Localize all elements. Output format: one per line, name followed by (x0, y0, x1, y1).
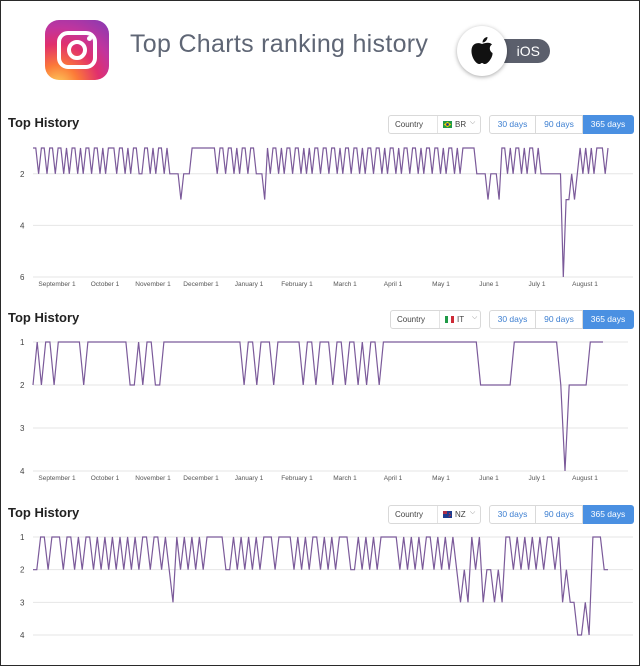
chevron-down-icon: ⌵ (470, 509, 476, 516)
range-365-days-button[interactable]: 365 days (583, 310, 634, 329)
country-select[interactable]: Country IT ⌵ (390, 310, 481, 329)
range-selector: 30 days 90 days 365 days (489, 310, 634, 329)
chevron-down-icon: ⌵ (472, 314, 478, 321)
range-30-days-button[interactable]: 30 days (489, 310, 536, 329)
y-tick-label: 1 (20, 533, 25, 542)
country-label: Country (395, 120, 424, 129)
x-tick-label: November 1 (135, 281, 171, 288)
range-selector: 30 days 90 days 365 days (489, 505, 634, 524)
range-selector: 30 days 90 days 365 days (489, 115, 634, 134)
x-tick-label: December 1 (183, 281, 219, 288)
apple-icon (457, 26, 507, 76)
platform-label: iOS (516, 43, 540, 59)
x-tick-label: August 1 (572, 475, 598, 482)
x-tick-label: July 1 (529, 475, 546, 482)
country-select[interactable]: Country NZ ⌵ (388, 505, 481, 524)
country-code: BR (455, 120, 467, 129)
x-tick-label: March 1 (333, 281, 357, 288)
y-tick-label: 3 (20, 424, 25, 433)
flag-it-icon (445, 316, 454, 323)
page-header: Top Charts ranking history iOS (0, 0, 640, 100)
y-tick-label: 1 (20, 338, 25, 347)
x-tick-label: August 1 (572, 281, 598, 288)
range-90-days-button[interactable]: 90 days (536, 505, 583, 524)
x-tick-label: June 1 (479, 281, 499, 288)
ranking-chart-br: 2 4 6 September 1 October 1 November 1 Decembe… (20, 147, 633, 288)
y-tick-label: 2 (20, 170, 25, 179)
y-tick-label: 6 (20, 273, 25, 282)
series-line (33, 536, 608, 636)
y-tick-label: 4 (20, 631, 25, 640)
series-line (33, 147, 609, 278)
page-title: Top Charts ranking history (130, 30, 429, 58)
x-tick-label: October 1 (91, 475, 120, 482)
x-tick-label: May 1 (432, 281, 450, 288)
country-label: Country (395, 510, 424, 519)
ranking-chart-nz: 1 2 3 4 (20, 533, 633, 640)
country-select[interactable]: Country BR ⌵ (388, 115, 481, 134)
x-tick-label: April 1 (384, 281, 403, 288)
range-365-days-button[interactable]: 365 days (583, 115, 634, 134)
country-code: NZ (455, 510, 466, 519)
x-tick-label: May 1 (432, 475, 450, 482)
country-label: Country (397, 315, 426, 324)
range-30-days-button[interactable]: 30 days (489, 115, 536, 134)
x-tick-label: April 1 (384, 475, 403, 482)
platform-badge: iOS (457, 26, 557, 76)
x-tick-label: November 1 (135, 475, 171, 482)
x-tick-label: June 1 (479, 475, 499, 482)
x-tick-label: October 1 (91, 281, 120, 288)
x-tick-label: September 1 (38, 281, 76, 288)
y-tick-label: 4 (20, 221, 25, 230)
y-tick-label: 3 (20, 598, 25, 607)
flag-nz-icon (443, 511, 452, 518)
x-tick-label: February 1 (281, 281, 313, 288)
country-code: IT (457, 315, 465, 324)
y-tick-label: 4 (20, 467, 25, 476)
panel-title: Top History (8, 115, 80, 130)
flag-br-icon (443, 121, 452, 128)
range-30-days-button[interactable]: 30 days (489, 505, 536, 524)
x-tick-label: September 1 (38, 475, 76, 482)
x-tick-label: January 1 (235, 475, 264, 482)
x-tick-label: January 1 (235, 281, 264, 288)
range-365-days-button[interactable]: 365 days (583, 505, 634, 524)
panel-title: Top History (8, 505, 80, 520)
y-tick-label: 2 (20, 566, 25, 575)
y-tick-label: 2 (20, 381, 25, 390)
range-90-days-button[interactable]: 90 days (536, 115, 583, 134)
x-tick-label: February 1 (281, 475, 313, 482)
panel-title: Top History (8, 310, 80, 325)
range-90-days-button[interactable]: 90 days (536, 310, 583, 329)
chevron-down-icon: ⌵ (470, 119, 476, 126)
series-line (32, 341, 603, 472)
x-tick-label: March 1 (333, 475, 357, 482)
ranking-chart-it: 1 2 3 4 September 1 October 1 November 1 Decemb… (20, 338, 628, 482)
x-tick-label: December 1 (183, 475, 219, 482)
x-tick-label: July 1 (529, 281, 546, 288)
instagram-icon (45, 20, 109, 80)
